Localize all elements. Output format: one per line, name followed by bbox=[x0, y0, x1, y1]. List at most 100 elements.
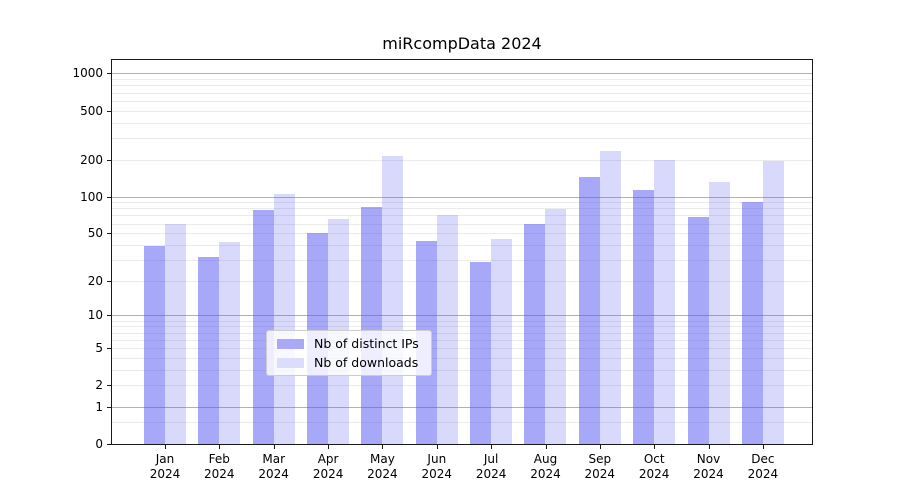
minor-gridline bbox=[112, 223, 812, 225]
y-tick-label: 1000 bbox=[72, 66, 103, 81]
major-gridline bbox=[112, 315, 812, 317]
bar-sep-distinct-ips bbox=[578, 176, 600, 444]
bar-jul-downloads bbox=[491, 238, 513, 444]
minor-gridline bbox=[112, 202, 812, 204]
minor-gridline bbox=[112, 208, 812, 210]
y-tick-label: 200 bbox=[80, 152, 103, 167]
bar-oct-downloads bbox=[654, 159, 676, 444]
y-tick-label: 20 bbox=[87, 273, 103, 288]
x-tick-mark bbox=[328, 445, 330, 449]
bar-aug-downloads bbox=[545, 209, 567, 444]
bar-dec-distinct-ips bbox=[741, 201, 763, 444]
x-tick-mark bbox=[273, 445, 275, 449]
y-tick-label: 1 bbox=[95, 399, 103, 414]
x-tick-mark bbox=[762, 445, 764, 449]
bar-aug-distinct-ips bbox=[524, 223, 546, 444]
plot-area bbox=[111, 59, 813, 445]
bar-jul-distinct-ips bbox=[470, 261, 492, 444]
major-gridline bbox=[112, 196, 812, 198]
minor-gridline bbox=[112, 347, 812, 349]
y-tick-mark bbox=[107, 159, 111, 161]
y-tick-mark bbox=[107, 385, 111, 387]
bar-nov-distinct-ips bbox=[687, 216, 709, 444]
bar-jan-distinct-ips bbox=[144, 246, 165, 444]
x-tick-mark bbox=[491, 445, 493, 449]
x-tick-mark bbox=[382, 445, 384, 449]
minor-gridline bbox=[112, 85, 812, 87]
bar-mar-distinct-ips bbox=[252, 210, 274, 444]
x-tick-label-oct: Oct 2024 bbox=[638, 452, 670, 481]
minor-gridline bbox=[112, 326, 812, 328]
major-gridline bbox=[112, 73, 812, 75]
y-tick-label: 0 bbox=[95, 437, 103, 451]
x-tick-label-dec: Dec 2024 bbox=[747, 452, 779, 481]
minor-gridline bbox=[112, 159, 812, 161]
x-tick-mark bbox=[654, 445, 656, 449]
legend-label-downloads: Nb of downloads bbox=[314, 355, 419, 370]
minor-gridline bbox=[112, 137, 812, 139]
minor-gridline bbox=[112, 215, 812, 217]
minor-gridline bbox=[112, 92, 812, 94]
bar-sep-downloads bbox=[599, 150, 621, 444]
legend: Nb of distinct IPs Nb of downloads bbox=[266, 330, 432, 376]
minor-gridline bbox=[112, 332, 812, 334]
bar-feb-downloads bbox=[219, 242, 241, 444]
minor-gridline bbox=[112, 122, 812, 124]
legend-swatch-distinct-ips bbox=[277, 338, 304, 349]
y-tick-mark bbox=[107, 233, 111, 235]
y-tick-mark bbox=[107, 444, 111, 445]
bar-may-downloads bbox=[382, 155, 404, 444]
bar-nov-downloads bbox=[708, 181, 730, 444]
x-tick-mark bbox=[436, 445, 438, 449]
minor-gridline bbox=[112, 320, 812, 322]
bar-dec-downloads bbox=[762, 160, 784, 444]
x-tick-label-nov: Nov 2024 bbox=[693, 452, 724, 481]
x-tick-mark bbox=[165, 445, 166, 449]
bar-jan-downloads bbox=[165, 224, 186, 444]
x-tick-label-jan: Jan 2024 bbox=[149, 452, 181, 481]
y-tick-mark bbox=[107, 406, 111, 408]
minor-gridline bbox=[112, 422, 812, 424]
y-tick-mark bbox=[107, 196, 111, 198]
x-tick-mark bbox=[219, 445, 221, 449]
y-tick-label: 5 bbox=[95, 340, 103, 355]
x-tick-label-jun: Jun 2024 bbox=[421, 452, 453, 481]
x-tick-label-sep: Sep 2024 bbox=[584, 452, 616, 481]
minor-gridline bbox=[112, 280, 812, 282]
minor-gridline bbox=[112, 369, 812, 371]
y-tick-mark bbox=[107, 280, 111, 282]
major-gridline bbox=[112, 406, 812, 408]
y-tick-mark bbox=[107, 315, 111, 317]
bar-feb-distinct-ips bbox=[198, 256, 220, 444]
legend-label-distinct-ips: Nb of distinct IPs bbox=[314, 336, 419, 351]
y-tick-mark bbox=[107, 347, 111, 349]
legend-item-downloads: Nb of downloads bbox=[267, 355, 431, 370]
legend-item-distinct-ips: Nb of distinct IPs bbox=[267, 336, 431, 351]
minor-gridline bbox=[112, 385, 812, 387]
bar-oct-distinct-ips bbox=[633, 189, 655, 444]
x-tick-label-feb: Feb 2024 bbox=[204, 452, 235, 481]
x-tick-label-aug: Aug 2024 bbox=[530, 452, 561, 481]
y-tick-label: 100 bbox=[80, 189, 103, 204]
minor-gridline bbox=[112, 244, 812, 246]
x-tick-label-mar: Mar 2024 bbox=[258, 452, 289, 481]
y-tick-label: 50 bbox=[87, 226, 103, 241]
x-tick-label-apr: Apr 2024 bbox=[312, 452, 344, 481]
minor-gridline bbox=[112, 259, 812, 261]
bar-jun-downloads bbox=[436, 215, 458, 444]
minor-gridline bbox=[112, 79, 812, 81]
legend-swatch-downloads bbox=[277, 357, 304, 368]
chart-title: miRcompData 2024 bbox=[382, 34, 542, 53]
y-tick-mark bbox=[107, 73, 111, 75]
x-tick-label-jul: Jul 2024 bbox=[475, 452, 507, 481]
minor-gridline bbox=[112, 110, 812, 112]
x-tick-mark bbox=[599, 445, 601, 449]
bar-mar-downloads bbox=[273, 194, 295, 444]
x-tick-mark bbox=[545, 445, 547, 449]
y-tick-label: 10 bbox=[87, 308, 103, 323]
x-tick-label-may: May 2024 bbox=[367, 452, 398, 481]
minor-gridline bbox=[112, 357, 812, 359]
x-tick-mark bbox=[708, 445, 710, 449]
y-tick-label: 500 bbox=[80, 103, 103, 118]
